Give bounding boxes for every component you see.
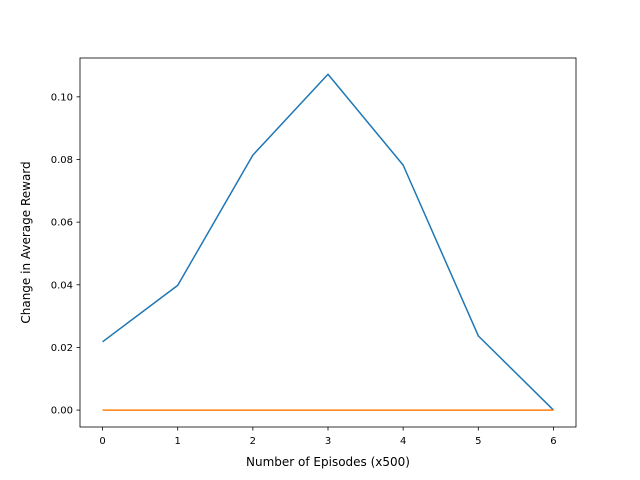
- x-tick-label: 0: [99, 436, 105, 447]
- series-layer: [102, 73, 554, 411]
- x-tick-label: 6: [550, 436, 556, 447]
- y-tick-label: 0.10: [51, 92, 73, 103]
- x-axis-label: Number of Episodes (x500): [246, 455, 410, 469]
- x-tick-label: 4: [400, 436, 406, 447]
- y-axis-label: Change in Average Reward: [19, 161, 33, 323]
- y-tick-label: 0.08: [51, 155, 73, 166]
- series-line-1: [102, 73, 554, 411]
- x-tick-label: 2: [250, 436, 256, 447]
- plot-area: [80, 58, 576, 427]
- y-tick-label: 0.04: [51, 280, 73, 291]
- y-axis-ticks: 0.00 0.02 0.04 0.06 0.08 0.10: [51, 92, 80, 417]
- x-tick-label: 1: [175, 436, 181, 447]
- x-axis-ticks: 0 1 2 3 4 5 6: [99, 427, 557, 447]
- x-tick-label: 3: [325, 436, 331, 447]
- y-tick-label: 0.06: [51, 218, 73, 229]
- x-tick-label: 5: [475, 436, 481, 447]
- y-tick-label: 0.02: [51, 343, 73, 354]
- y-tick-label: 0.00: [51, 406, 73, 417]
